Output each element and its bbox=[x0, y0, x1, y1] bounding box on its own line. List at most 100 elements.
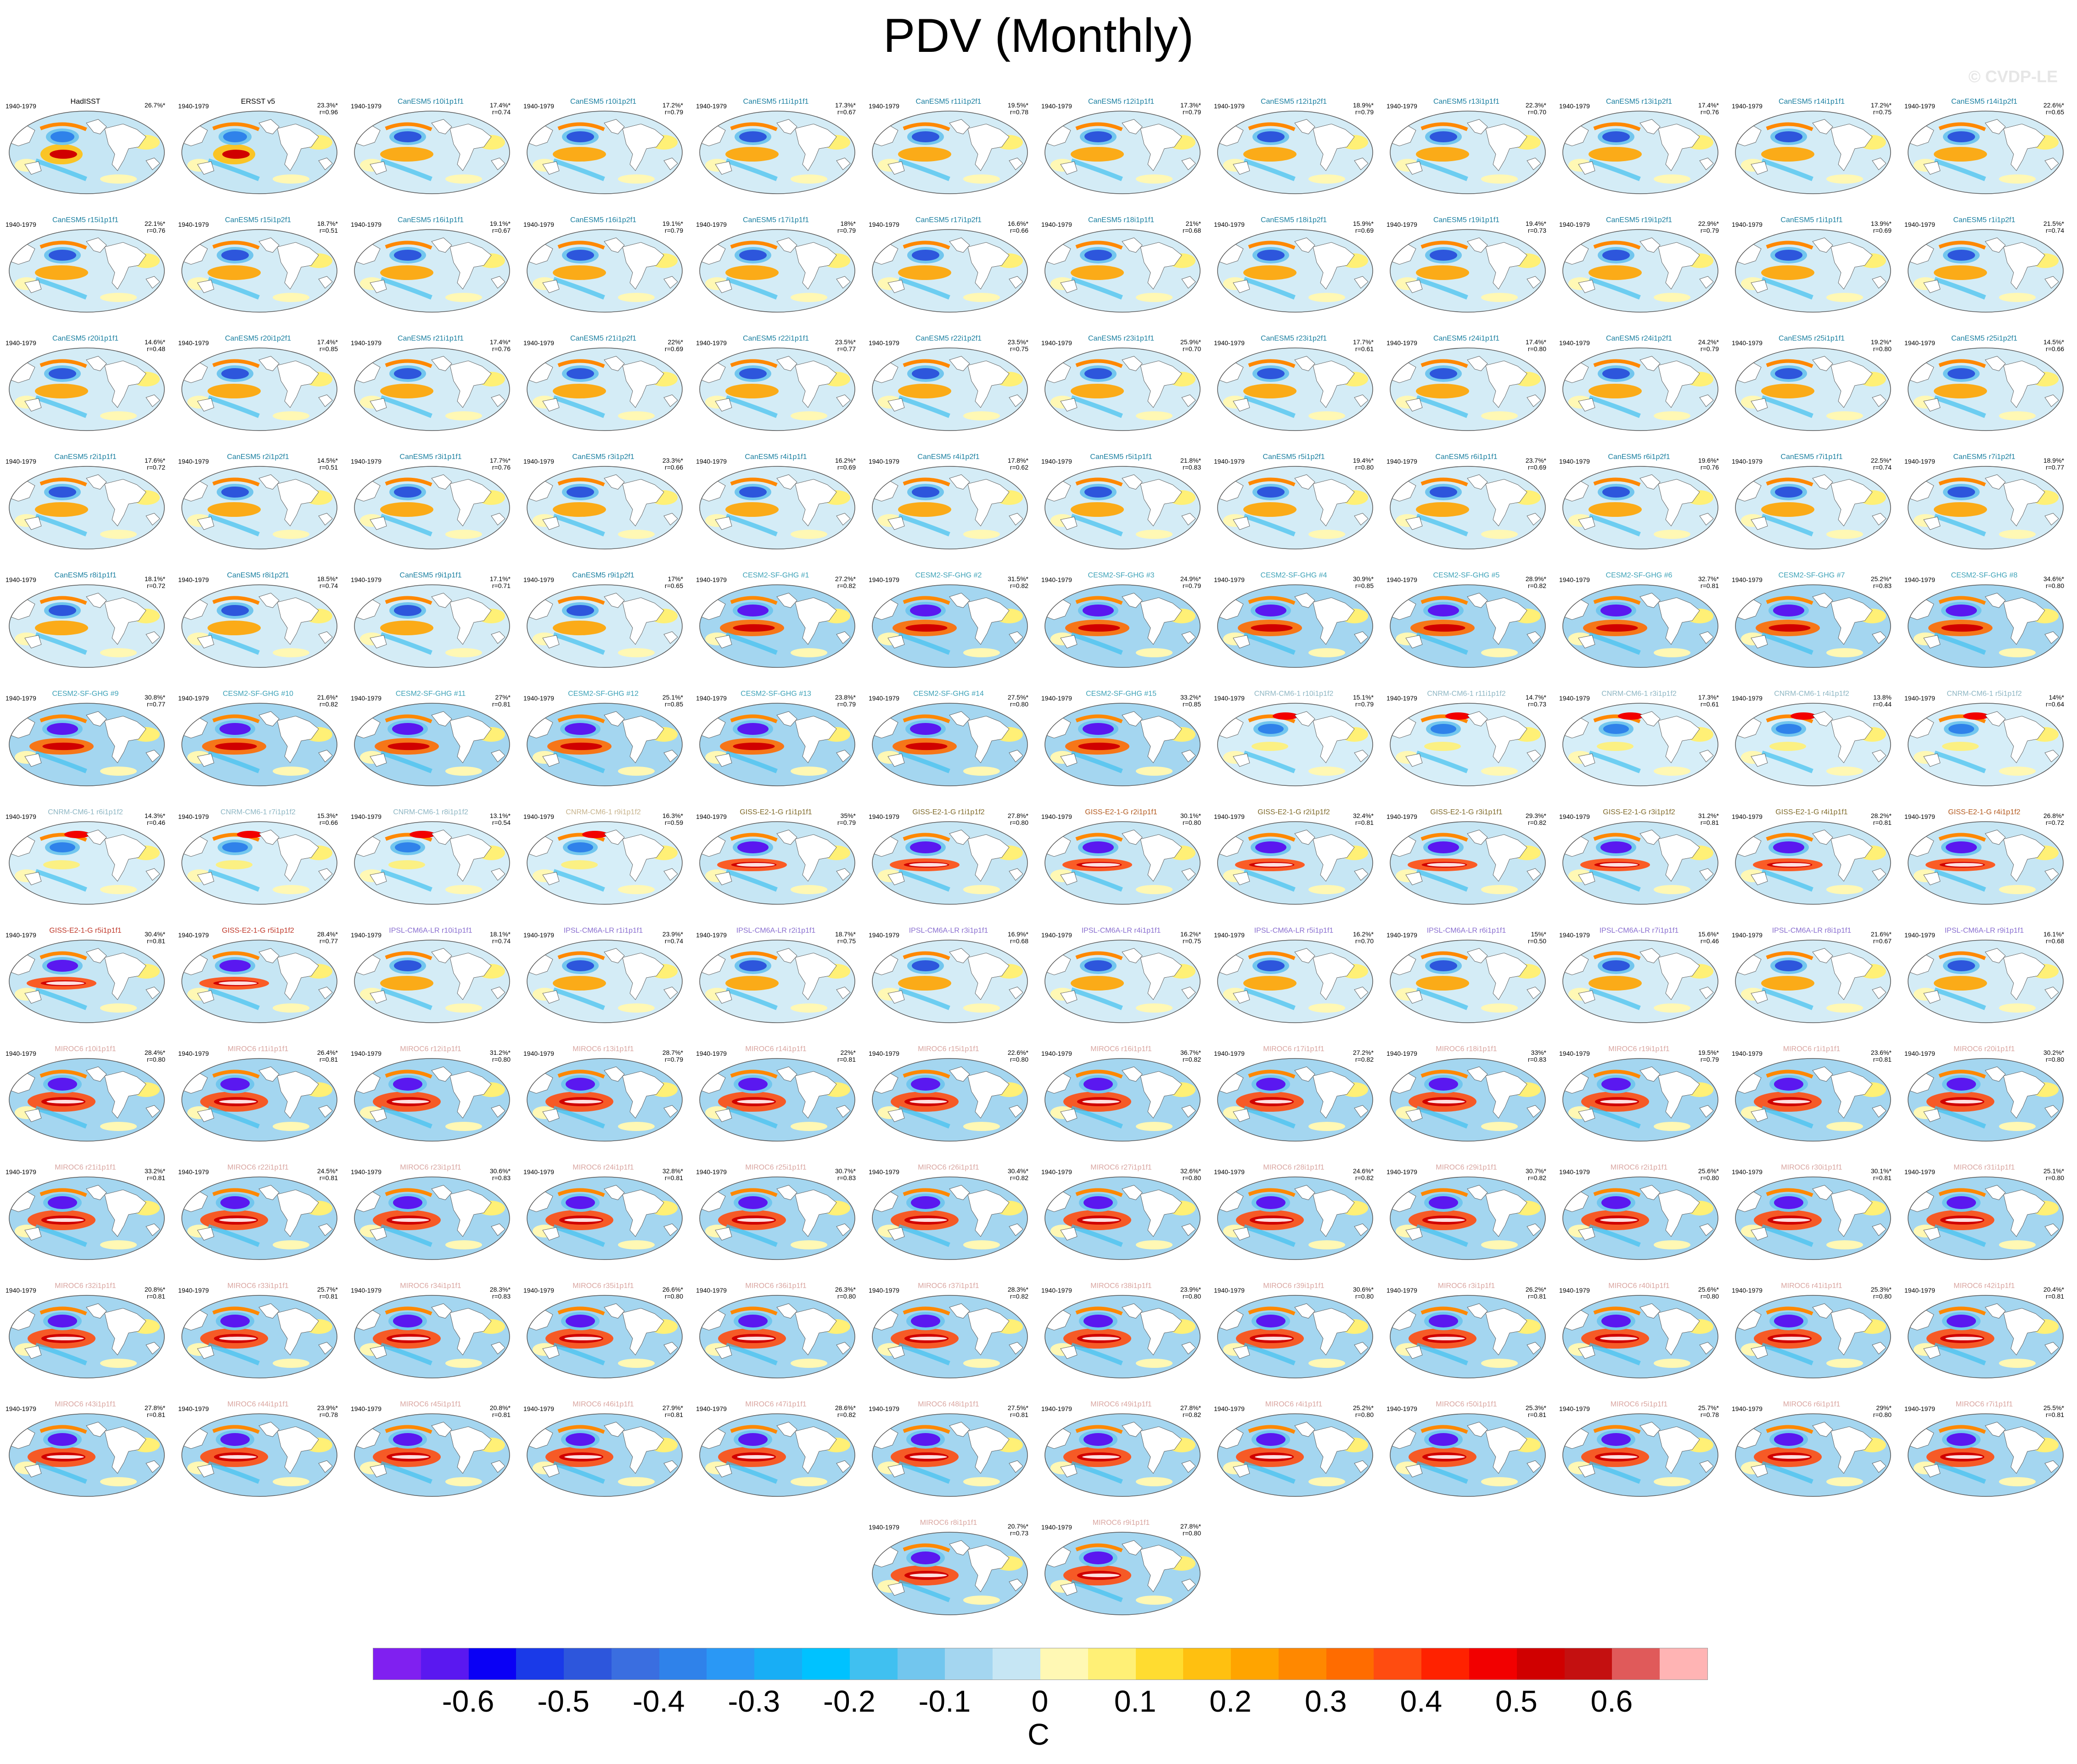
sst-map bbox=[527, 940, 683, 1023]
panel-variance-percent: 32.7%* bbox=[1698, 575, 1719, 582]
panel-model-name: GISS-E2-1-G r3i1p1f1 bbox=[1430, 808, 1503, 816]
panel-period: 1940-1979 bbox=[869, 931, 899, 939]
panel-variance-percent: 17.4%* bbox=[1698, 101, 1719, 109]
map-panel: CESM2-SF-GHG #6 1940-1979 32.7%* r=0.81 bbox=[1557, 557, 1721, 672]
panel-period: 1940-1979 bbox=[523, 102, 554, 110]
panel-correlation: r=0.78 bbox=[319, 1411, 338, 1418]
map-panel: MIROC6 r21i1p1f1 1940-1979 33.2%* r=0.81 bbox=[4, 1149, 167, 1264]
panel-correlation: r=0.81 bbox=[2045, 1293, 2064, 1300]
panel-variance-percent: 25.6%* bbox=[1698, 1286, 1719, 1293]
panel-correlation: r=0.73 bbox=[1527, 700, 1546, 708]
map-panel: CanESM5 r20i1p2f1 1940-1979 17.4%* r=0.85 bbox=[176, 320, 340, 435]
panel-model-name: GISS-E2-1-G r3i1p1f2 bbox=[1603, 808, 1675, 816]
panel-period: 1940-1979 bbox=[1387, 694, 1417, 702]
panel-period: 1940-1979 bbox=[1732, 221, 1763, 228]
panel-period: 1940-1979 bbox=[1387, 813, 1417, 820]
panel-variance-percent: 17.4%* bbox=[489, 101, 511, 109]
sst-map bbox=[1390, 1176, 1546, 1260]
map-panel: CanESM5 r21i1p2f1 1940-1979 22%* r=0.69 bbox=[522, 320, 685, 435]
panel-period: 1940-1979 bbox=[178, 1287, 209, 1294]
panel-correlation: r=0.80 bbox=[1873, 1411, 1892, 1418]
map-panel: GISS-E2-1-G r4i1p1f2 1940-1979 26.8%* r=0.7… bbox=[1903, 794, 2066, 909]
panel-variance-percent: 17.3%* bbox=[1698, 694, 1719, 701]
panel-correlation: r=0.81 bbox=[146, 1293, 165, 1300]
panel-period: 1940-1979 bbox=[1214, 813, 1245, 820]
panel-period: 1940-1979 bbox=[523, 1405, 554, 1412]
map-panel: CESM2-SF-GHG #8 1940-1979 34.6%* r=0.80 bbox=[1903, 557, 2066, 672]
panel-variance-percent: 24.9%* bbox=[1180, 575, 1201, 582]
panel-correlation: r=0.76 bbox=[1700, 464, 1719, 471]
panel-correlation: r=0.80 bbox=[1010, 1056, 1028, 1063]
map-panel: CESM2-SF-GHG #1 1940-1979 27.2%* r=0.82 bbox=[694, 557, 858, 672]
panel-variance-percent: 35%* bbox=[840, 812, 856, 819]
panel-correlation: r=0.82 bbox=[1355, 1056, 1374, 1063]
colorbar-tick-label: 0.3 bbox=[1304, 1684, 1347, 1718]
map-panel: ERSST v5 1940-1979 23.3%* r=0.96 bbox=[176, 84, 340, 198]
panel-correlation: r=0.44 bbox=[1873, 700, 1892, 708]
panel-correlation: r=0.81 bbox=[492, 1411, 511, 1418]
panel-variance-percent: 23.7%* bbox=[1525, 457, 1546, 464]
panel-variance-percent: 21.5%* bbox=[2043, 220, 2064, 227]
sst-map bbox=[1390, 703, 1546, 786]
sst-map bbox=[354, 940, 510, 1023]
map-panel: MIROC6 r2i1p1f1 1940-1979 25.6%* r=0.80 bbox=[1557, 1149, 1721, 1264]
sst-map bbox=[872, 1532, 1028, 1615]
sst-map bbox=[699, 111, 855, 194]
panel-variance-percent: 15.3%* bbox=[317, 812, 338, 819]
panel-variance-percent: 26.3%* bbox=[835, 1286, 856, 1293]
sst-map bbox=[1735, 703, 1891, 786]
panel-variance-percent: 17.2%* bbox=[1870, 101, 1892, 109]
panel-model-name: CNRM-CM6-1 r10i1p1f2 bbox=[1254, 690, 1334, 698]
sst-map bbox=[1044, 347, 1201, 431]
panel-model-name: CanESM5 r4i1p1f1 bbox=[745, 453, 807, 461]
panel-correlation: r=0.80 bbox=[837, 1293, 856, 1300]
panel-model-name: CESM2-SF-GHG #11 bbox=[395, 690, 466, 698]
panel-model-name: CanESM5 r19i1p2f1 bbox=[1605, 216, 1673, 224]
panel-model-name: MIROC6 r50i1p1f1 bbox=[1436, 1400, 1497, 1408]
sst-map bbox=[1562, 347, 1718, 431]
sst-map bbox=[1217, 1058, 1373, 1142]
panel-variance-percent: 25.3%* bbox=[1525, 1404, 1546, 1411]
panel-variance-percent: 33.2%* bbox=[144, 1167, 165, 1175]
panel-variance-percent: 33%* bbox=[1531, 1049, 1546, 1056]
panel-model-name: MIROC6 r28i1p1f1 bbox=[1263, 1164, 1325, 1171]
panel-period: 1940-1979 bbox=[1559, 576, 1590, 583]
panel-period: 1940-1979 bbox=[1904, 813, 1935, 820]
map-panel: MIROC6 r38i1p1f1 1940-1979 23.9%* r=0.80 bbox=[1039, 1268, 1203, 1383]
map-panel: MIROC6 r19i1p1f1 1940-1979 19.5%* r=0.79 bbox=[1557, 1031, 1721, 1146]
map-panel: MIROC6 r16i1p1f1 1940-1979 36.7%* r=0.82 bbox=[1039, 1031, 1203, 1146]
panel-period: 1940-1979 bbox=[178, 1405, 209, 1412]
map-panel: MIROC6 r23i1p1f1 1940-1979 30.6%* r=0.83 bbox=[349, 1149, 512, 1264]
panel-correlation: r=0.75 bbox=[1873, 108, 1892, 116]
sst-map bbox=[354, 584, 510, 668]
sst-map bbox=[1217, 111, 1373, 194]
panel-correlation: r=0.77 bbox=[837, 345, 856, 353]
panel-model-name: MIROC6 r13i1p1f1 bbox=[573, 1045, 634, 1053]
sst-map bbox=[1562, 1176, 1718, 1260]
panel-variance-percent: 27.8%* bbox=[1180, 1404, 1201, 1411]
panel-variance-percent: 13.8% bbox=[1873, 694, 1892, 701]
panel-variance-percent: 30.9%* bbox=[1353, 575, 1374, 582]
sst-map bbox=[872, 940, 1028, 1023]
panel-correlation: r=0.79 bbox=[1355, 108, 1374, 116]
panel-variance-percent: 19.4%* bbox=[1353, 457, 1374, 464]
panel-period: 1940-1979 bbox=[1559, 1287, 1590, 1294]
panel-variance-percent: 30.8%* bbox=[144, 694, 165, 701]
panel-variance-percent: 27.9%* bbox=[662, 1404, 683, 1411]
sst-map bbox=[527, 229, 683, 313]
panel-period: 1940-1979 bbox=[1904, 1168, 1935, 1176]
panel-variance-percent: 30.7%* bbox=[835, 1167, 856, 1175]
panel-period: 1940-1979 bbox=[6, 1287, 36, 1294]
panel-correlation: r=0.74 bbox=[1873, 464, 1892, 471]
sst-map bbox=[872, 229, 1028, 313]
map-panel: MIROC6 r8i1p1f1 1940-1979 20.7%* r=0.73 bbox=[867, 1505, 1030, 1619]
sst-map bbox=[1390, 229, 1546, 313]
panel-correlation: r=0.81 bbox=[1527, 1293, 1546, 1300]
map-panel: IPSL-CM6A-LR r5i1p1f1 1940-1979 16.2%* r=0.… bbox=[1212, 913, 1375, 1027]
panel-period: 1940-1979 bbox=[1041, 1168, 1072, 1176]
panel-correlation: r=0.69 bbox=[837, 464, 856, 471]
panel-variance-percent: 19.2%* bbox=[1870, 338, 1892, 346]
panel-period: 1940-1979 bbox=[6, 339, 36, 347]
colorbar-swatch bbox=[802, 1648, 850, 1680]
panel-variance-percent: 22%* bbox=[668, 338, 683, 346]
